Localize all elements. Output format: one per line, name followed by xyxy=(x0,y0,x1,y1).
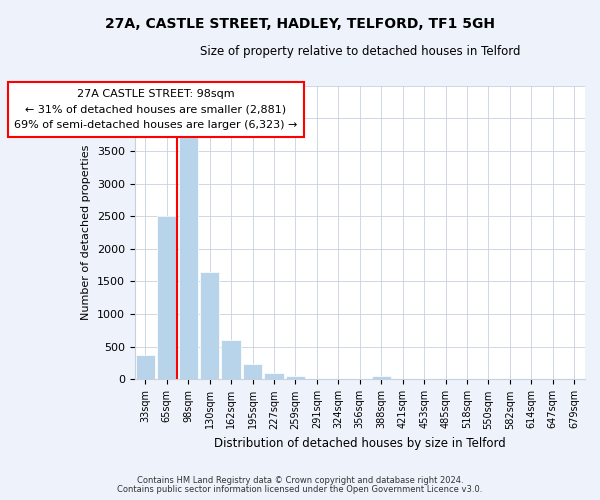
Bar xyxy=(371,376,391,380)
Title: Size of property relative to detached houses in Telford: Size of property relative to detached ho… xyxy=(200,45,520,58)
Bar xyxy=(286,376,305,380)
X-axis label: Distribution of detached houses by size in Telford: Distribution of detached houses by size … xyxy=(214,437,506,450)
Text: Contains public sector information licensed under the Open Government Licence v3: Contains public sector information licen… xyxy=(118,485,482,494)
Y-axis label: Number of detached properties: Number of detached properties xyxy=(81,145,91,320)
Bar xyxy=(221,340,241,380)
Text: 27A, CASTLE STREET, HADLEY, TELFORD, TF1 5GH: 27A, CASTLE STREET, HADLEY, TELFORD, TF1… xyxy=(105,18,495,32)
Bar xyxy=(243,364,262,380)
Bar xyxy=(157,216,176,380)
Text: Contains HM Land Registry data © Crown copyright and database right 2024.: Contains HM Land Registry data © Crown c… xyxy=(137,476,463,485)
Bar xyxy=(136,354,155,380)
Bar xyxy=(265,373,284,380)
Bar xyxy=(179,134,198,380)
Bar xyxy=(200,272,219,380)
Text: 27A CASTLE STREET: 98sqm
← 31% of detached houses are smaller (2,881)
69% of sem: 27A CASTLE STREET: 98sqm ← 31% of detach… xyxy=(14,89,298,130)
